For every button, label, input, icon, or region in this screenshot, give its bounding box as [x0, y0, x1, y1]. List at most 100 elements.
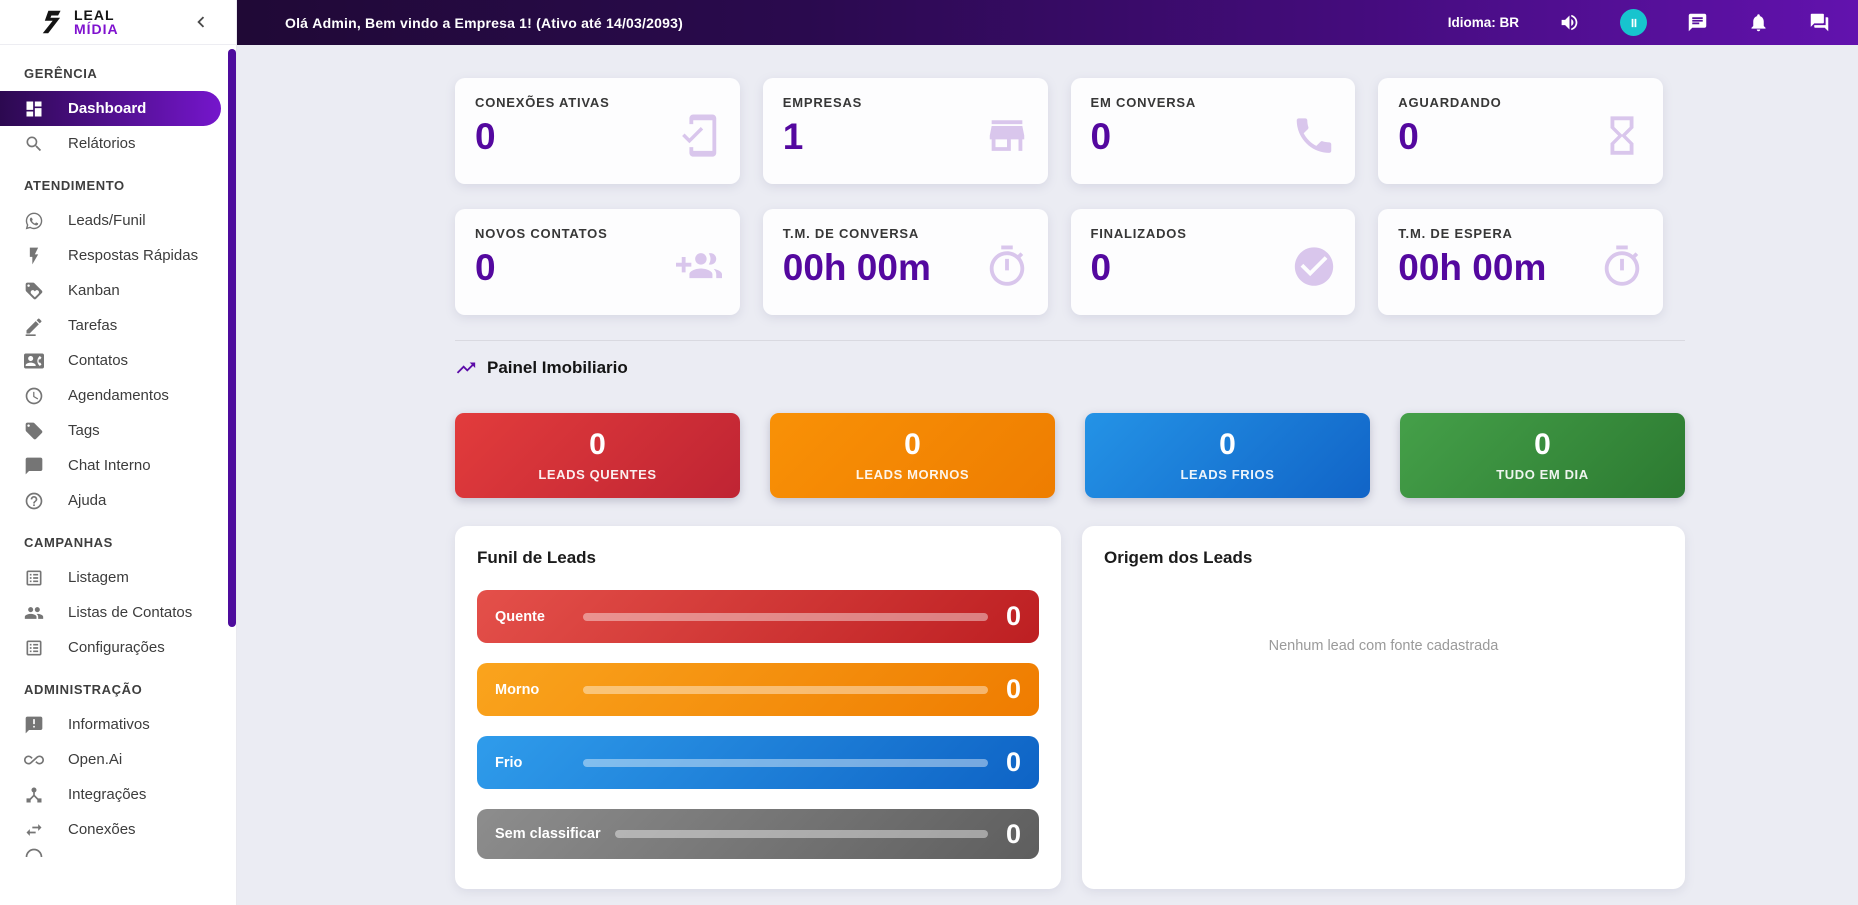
sidebar-item-open-ai[interactable]: Open.Ai [0, 742, 236, 777]
swap-icon [26, 823, 42, 836]
volume-button[interactable] [1559, 12, 1580, 33]
lead-card-tudo-em-dia[interactable]: 0 TUDO EM DIA [1400, 413, 1685, 498]
lead-summary-grid: 0 LEADS QUENTES 0 LEADS MORNOS 0 LEADS FRIOS 0… [455, 413, 1685, 498]
sidebar-item-label: Chat Interno [68, 457, 151, 474]
sidebar-item-label: Kanban [68, 282, 120, 299]
greeting-user: Admin [312, 14, 357, 31]
sidebar-item-relatorios[interactable]: Relátorios [0, 126, 236, 161]
sidebar-collapse-button[interactable] [190, 11, 212, 33]
lead-card-leads-frios[interactable]: 0 LEADS FRIOS [1085, 413, 1370, 498]
sidebar-item-informativos[interactable]: Informativos [0, 707, 236, 742]
stopwatch-icon [1604, 245, 1640, 286]
funnel-bar-label: Quente [495, 608, 545, 625]
announcement-icon [25, 716, 43, 733]
stat-icon-wrap [984, 113, 1030, 159]
hourglass-icon [1610, 116, 1634, 155]
sidebar-item-listagem[interactable]: Listagem [0, 560, 236, 595]
stopwatch-icon [989, 245, 1024, 286]
sidebar-item-listas-de-contatos[interactable]: Listas de Contatos [0, 595, 236, 630]
lead-card-label: LEADS MORNOS [855, 466, 970, 482]
volume-icon [1561, 14, 1578, 31]
stat-label: EMPRESAS [782, 95, 863, 110]
sidebar-item-respostas-rapidas[interactable]: Respostas Rápidas [0, 238, 236, 273]
sidebar-item-partial[interactable] [0, 847, 236, 857]
sidebar-item-label: Listagem [68, 569, 129, 586]
sidebar-item-label: Informativos [68, 716, 150, 733]
sidebar-section-label: GERÊNCIA [24, 66, 98, 81]
stat-card-finalizados: FINALIZADOS 0 [1070, 209, 1356, 315]
lead-card-label: LEADS FRIOS [1180, 466, 1275, 482]
stat-icon-wrap [1599, 244, 1645, 290]
sidebar-item-kanban[interactable]: Kanban [0, 273, 236, 308]
clock-icon [25, 387, 43, 404]
language-selector[interactable]: Idioma: BR [1447, 15, 1519, 30]
sidebar-item-label: Ajuda [68, 492, 107, 509]
sidebar-item-label: Listas de Contatos [68, 604, 193, 621]
sidebar-item-chat-interno[interactable]: Chat Interno [0, 448, 236, 483]
people-icon [24, 606, 44, 619]
sidebar-section-label: CAMPANHAS [24, 535, 113, 550]
funnel-bar-track [583, 758, 988, 767]
lead-card-value: 0 [1219, 427, 1236, 461]
stat-icon-wrap [1291, 113, 1337, 159]
stat-value: 00h 00m [1398, 247, 1547, 288]
sidebar-scrollbar-thumb[interactable] [228, 49, 236, 627]
topbar: Olá Admin, Bem vindo a Empresa 1! (Ativo… [237, 0, 1858, 45]
funnel-bar-value: 0 [1005, 674, 1021, 704]
sidebar-item-tags[interactable]: Tags [0, 413, 236, 448]
origin-title: Origem dos Leads [1104, 548, 1253, 567]
funnel-bar-value: 0 [1005, 818, 1021, 849]
stat-label: FINALIZADOS [1090, 226, 1187, 241]
funnel-bar-label: Morno [495, 681, 540, 698]
stat-label: NOVOS CONTATOS [475, 226, 608, 241]
whatsapp-icon [25, 212, 43, 229]
lead-card-label: TUDO EM DIA [1496, 466, 1589, 482]
sidebar-item-configuracoes[interactable]: Configurações [0, 630, 236, 665]
sidebar-item-label: Configurações [68, 639, 165, 656]
sidebar-item-leads-funil[interactable]: Leads/Funil [0, 203, 236, 238]
sidebar-item-ajuda[interactable]: Ajuda [0, 483, 236, 518]
stat-card-em-conversa: EM CONVERSA 0 [1070, 78, 1356, 184]
trend-up-icon [456, 362, 476, 374]
sidebar-item-label: Dashboard [68, 100, 147, 117]
tag-icon [25, 422, 43, 439]
pause-icon [1631, 18, 1636, 27]
stat-label: AGUARDANDO [1398, 95, 1502, 110]
sidebar-item-integracoes[interactable]: Integrações [0, 777, 236, 812]
message-icon [1688, 13, 1707, 32]
sidebar-item-conexoes[interactable]: Conexões [0, 812, 236, 847]
lead-card-leads-quentes[interactable]: 0 LEADS QUENTES [455, 413, 740, 498]
sidebar-item-tarefas[interactable]: Tarefas [0, 308, 236, 343]
sidebar-item-dashboard[interactable]: Dashboard [0, 91, 221, 126]
sidebar-item-label: Open.Ai [68, 751, 123, 768]
stat-card-aguardando: AGUARDANDO 0 [1378, 78, 1663, 184]
funnel-bars: Quente 0 Morno 0 Frio 0 Sem classificar 0 [477, 590, 1039, 859]
forum-button[interactable] [1809, 12, 1830, 33]
sidebar-item-contatos[interactable]: Contatos [0, 343, 236, 378]
stat-card-conexoes-ativas: CONEXÕES ATIVAS 0 [455, 78, 740, 184]
sidebar-item-agendamentos[interactable]: Agendamentos [0, 378, 236, 413]
stat-label: T.M. DE CONVERSA [782, 226, 920, 241]
origin-empty-text: Nenhum lead com fonte cadastrada [1268, 638, 1499, 654]
sidebar: LEAL MÍDIA GERÊNCIA Dashboard Relátorios AT… [0, 0, 237, 905]
sidebar-item-label: Conexões [68, 821, 136, 838]
stat-label: T.M. DE ESPERA [1398, 226, 1513, 241]
message-button[interactable] [1687, 12, 1708, 33]
brand-line1: LEAL [74, 6, 115, 23]
stat-card-t-m-de-conversa: T.M. DE CONVERSA 00h 00m [762, 209, 1048, 315]
contact-card-icon [24, 353, 44, 368]
lead-card-value: 0 [1534, 427, 1551, 461]
forum-icon [1810, 13, 1829, 32]
chat-icon [25, 457, 43, 474]
stat-card-novos-contatos: NOVOS CONTATOS 0 [455, 209, 740, 315]
list-icon [26, 570, 42, 585]
stats-grid: CONEXÕES ATIVAS 0 EMPRESAS 1 EM CONVERSA 0 AGU… [455, 78, 1685, 315]
dashboard-icon [26, 101, 42, 116]
list-icon [26, 640, 42, 655]
sidebar-item-label: Respostas Rápidas [68, 247, 199, 264]
funnel-title: Funil de Leads [477, 548, 597, 567]
lead-card-leads-mornos[interactable]: 0 LEADS MORNOS [770, 413, 1055, 498]
pause-button[interactable] [1620, 9, 1647, 36]
bell-button[interactable] [1748, 12, 1769, 33]
sidebar-item-label: Relátorios [68, 135, 136, 152]
